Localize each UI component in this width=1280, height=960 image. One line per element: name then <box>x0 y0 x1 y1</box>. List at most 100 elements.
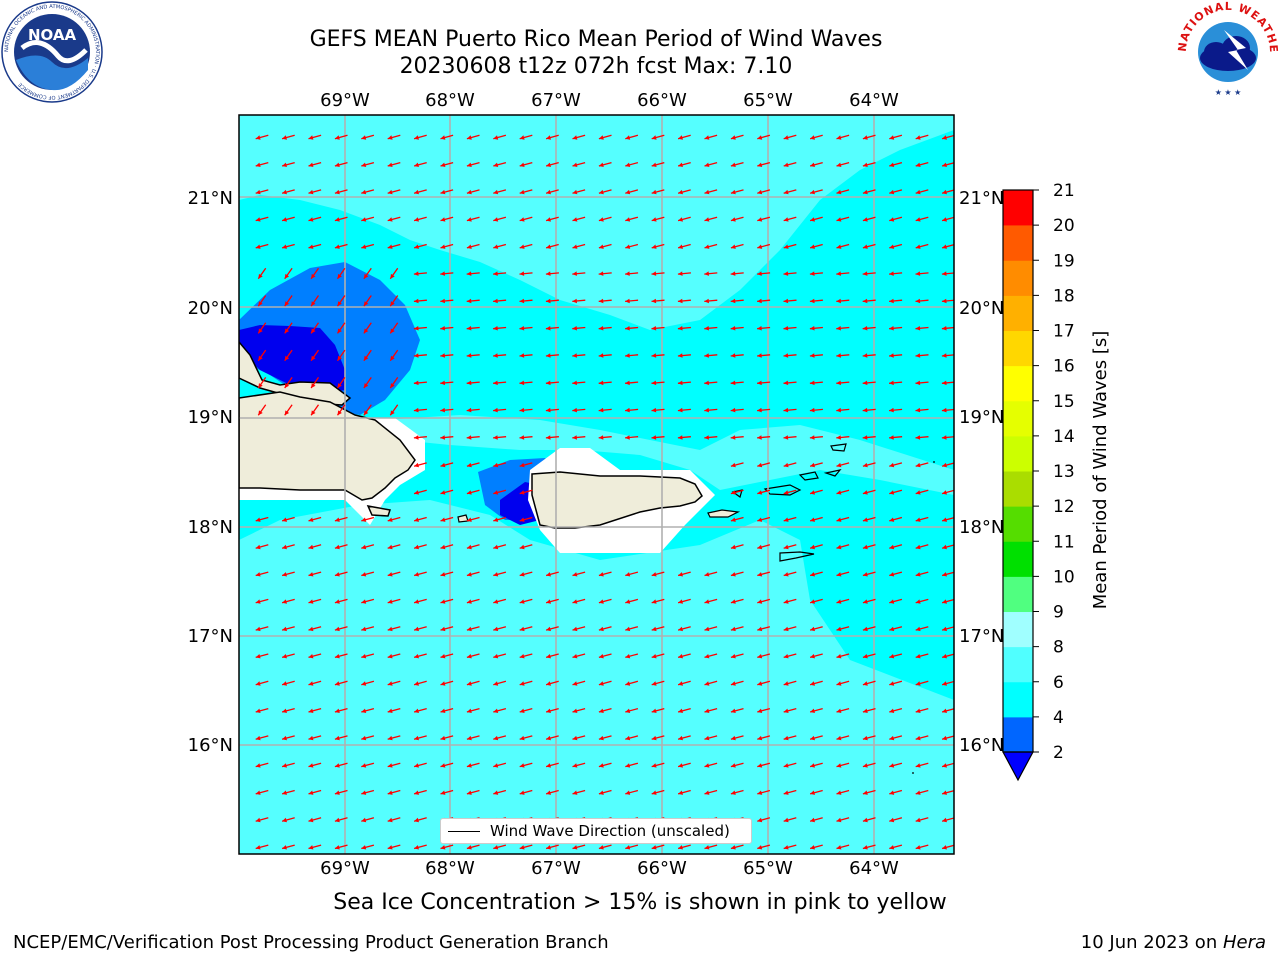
wave-direction-arrowhead <box>361 626 367 632</box>
wave-direction-arrowhead <box>466 735 472 741</box>
wave-direction-arrowhead <box>493 189 499 195</box>
wave-direction-arrowhead <box>704 599 710 604</box>
wave-direction-arrowhead <box>704 298 709 304</box>
wave-direction-arrowhead <box>810 490 815 495</box>
wave-direction-arrowhead <box>413 435 419 440</box>
wave-direction-arrowhead <box>519 435 525 440</box>
wave-direction-arrowhead <box>308 654 314 659</box>
wave-direction-arrowhead <box>836 407 841 413</box>
wave-direction-arrowhead <box>413 326 419 331</box>
nws-stars: ★ ★ ★ <box>1215 88 1242 97</box>
colorbar-tick-label: 14 <box>1053 427 1075 447</box>
wave-direction-arrowhead <box>862 244 868 249</box>
wave-direction-arrowhead <box>255 517 261 522</box>
wave-direction-arrowhead <box>361 599 367 604</box>
wave-direction-arrowhead <box>678 735 683 741</box>
wave-direction-arrowhead <box>915 189 921 195</box>
wave-direction-arrowhead <box>414 189 419 195</box>
wave-direction-arrowhead <box>519 599 525 604</box>
wave-direction-arrowhead <box>836 380 841 386</box>
wave-direction-arrowhead <box>862 681 868 686</box>
wave-direction-arrowhead <box>361 544 367 550</box>
wave-direction-arrowhead <box>651 380 657 386</box>
wave-direction-arrowhead <box>519 490 525 495</box>
wave-direction-arrowhead <box>282 189 287 195</box>
wind-wave-direction-arrows <box>255 134 954 850</box>
colorbar-tick-label: 18 <box>1053 286 1075 306</box>
wave-direction-arrowhead <box>284 355 290 361</box>
wave-direction-arrowhead <box>810 763 815 768</box>
colorbar-tick-label: 4 <box>1053 708 1064 728</box>
wave-direction-arrowhead <box>414 708 419 713</box>
footer-machine: Hera <box>1222 932 1266 953</box>
wave-direction-arrowhead <box>598 763 604 768</box>
wave-direction-arrowhead <box>440 735 446 741</box>
wave-direction-arrowhead <box>809 353 815 358</box>
wave-direction-arrowhead <box>915 517 921 522</box>
wave-direction-arrowhead <box>677 271 683 276</box>
wave-direction-arrowhead <box>545 435 551 440</box>
lon-label-66w-top: 66°W <box>637 90 687 111</box>
wave-direction-arrowhead <box>810 735 815 741</box>
wave-direction-arrowhead <box>387 708 393 713</box>
wave-direction-arrowhead <box>889 298 894 304</box>
wave-direction-arrowhead <box>678 845 683 850</box>
wave-direction-arrowhead <box>942 763 947 768</box>
wave-direction-arrowhead <box>519 353 525 358</box>
wave-direction-arrowhead <box>493 271 498 276</box>
wave-direction-arrowhead <box>519 790 525 795</box>
wave-direction-arrowhead <box>862 544 868 550</box>
wave-direction-arrowhead <box>493 735 499 741</box>
land-hispaniola-north <box>239 340 352 406</box>
wave-direction-arrowhead <box>493 135 499 140</box>
wave-direction-arrowhead <box>466 490 472 495</box>
wave-direction-arrowhead <box>678 572 683 577</box>
wave-direction-arrowhead <box>598 681 604 686</box>
wave-direction-arrowhead <box>704 135 710 140</box>
wave-direction-arrowhead <box>809 407 815 413</box>
colorbar-tick-label: 12 <box>1053 497 1075 517</box>
wave-direction-arrowhead <box>334 544 340 550</box>
wave-direction-arrowhead <box>282 763 287 768</box>
wave-direction-arrowhead <box>862 626 868 632</box>
wave-direction-arrowhead <box>810 654 815 659</box>
wave-direction-arrowhead <box>678 599 683 604</box>
wave-direction-arrowhead <box>730 189 736 195</box>
wave-direction-arrowhead <box>361 217 367 222</box>
wave-direction-arrowhead <box>836 681 842 686</box>
wave-direction-arrowhead <box>598 407 604 413</box>
wave-direction-arrowhead <box>704 189 710 195</box>
wave-direction-arrowhead <box>704 271 709 276</box>
wave-direction-arrowhead <box>942 244 947 249</box>
wave-direction-arrowhead <box>414 735 419 741</box>
wave-direction-arrowhead <box>334 763 340 768</box>
lon-label-69w-bottom: 69°W <box>320 858 370 879</box>
colorbar <box>1001 189 1035 782</box>
wave-direction-arrowhead <box>915 490 921 495</box>
wave-direction-arrowhead <box>414 135 419 140</box>
wave-direction-arrowhead <box>440 326 445 331</box>
wave-direction-arrowhead <box>915 572 921 577</box>
wave-direction-arrowhead <box>598 271 604 276</box>
wave-direction-arrowhead <box>255 162 261 167</box>
wave-direction-arrowhead <box>413 298 419 304</box>
wave-direction-arrowhead <box>493 544 499 550</box>
wave-direction-arrowhead <box>730 490 736 495</box>
colorbar-segment <box>1003 400 1033 437</box>
wave-direction-arrowhead <box>862 298 868 304</box>
wave-direction-arrowhead <box>337 273 342 279</box>
wave-direction-arrowhead <box>493 517 499 522</box>
wave-direction-arrowhead <box>836 790 842 795</box>
chart-title: GEFS MEAN Puerto Rico Mean Period of Win… <box>309 27 883 52</box>
wave-direction-arrowhead <box>255 244 261 249</box>
wave-direction-arrowhead <box>757 654 763 659</box>
wave-direction-arrowhead <box>308 544 314 550</box>
wave-direction-arrowhead <box>255 817 261 823</box>
wave-direction-arrowhead <box>390 328 395 334</box>
chart-subtitle-forecast: 20230608 t12z 072h fcst Max: 7.10 <box>399 54 793 79</box>
wave-direction-arrowhead <box>730 517 736 522</box>
wave-direction-arrowhead <box>572 845 578 850</box>
wave-direction-arrowhead <box>757 517 763 522</box>
wave-direction-arrowhead <box>334 217 340 222</box>
wave-direction-arrowhead <box>810 217 815 222</box>
